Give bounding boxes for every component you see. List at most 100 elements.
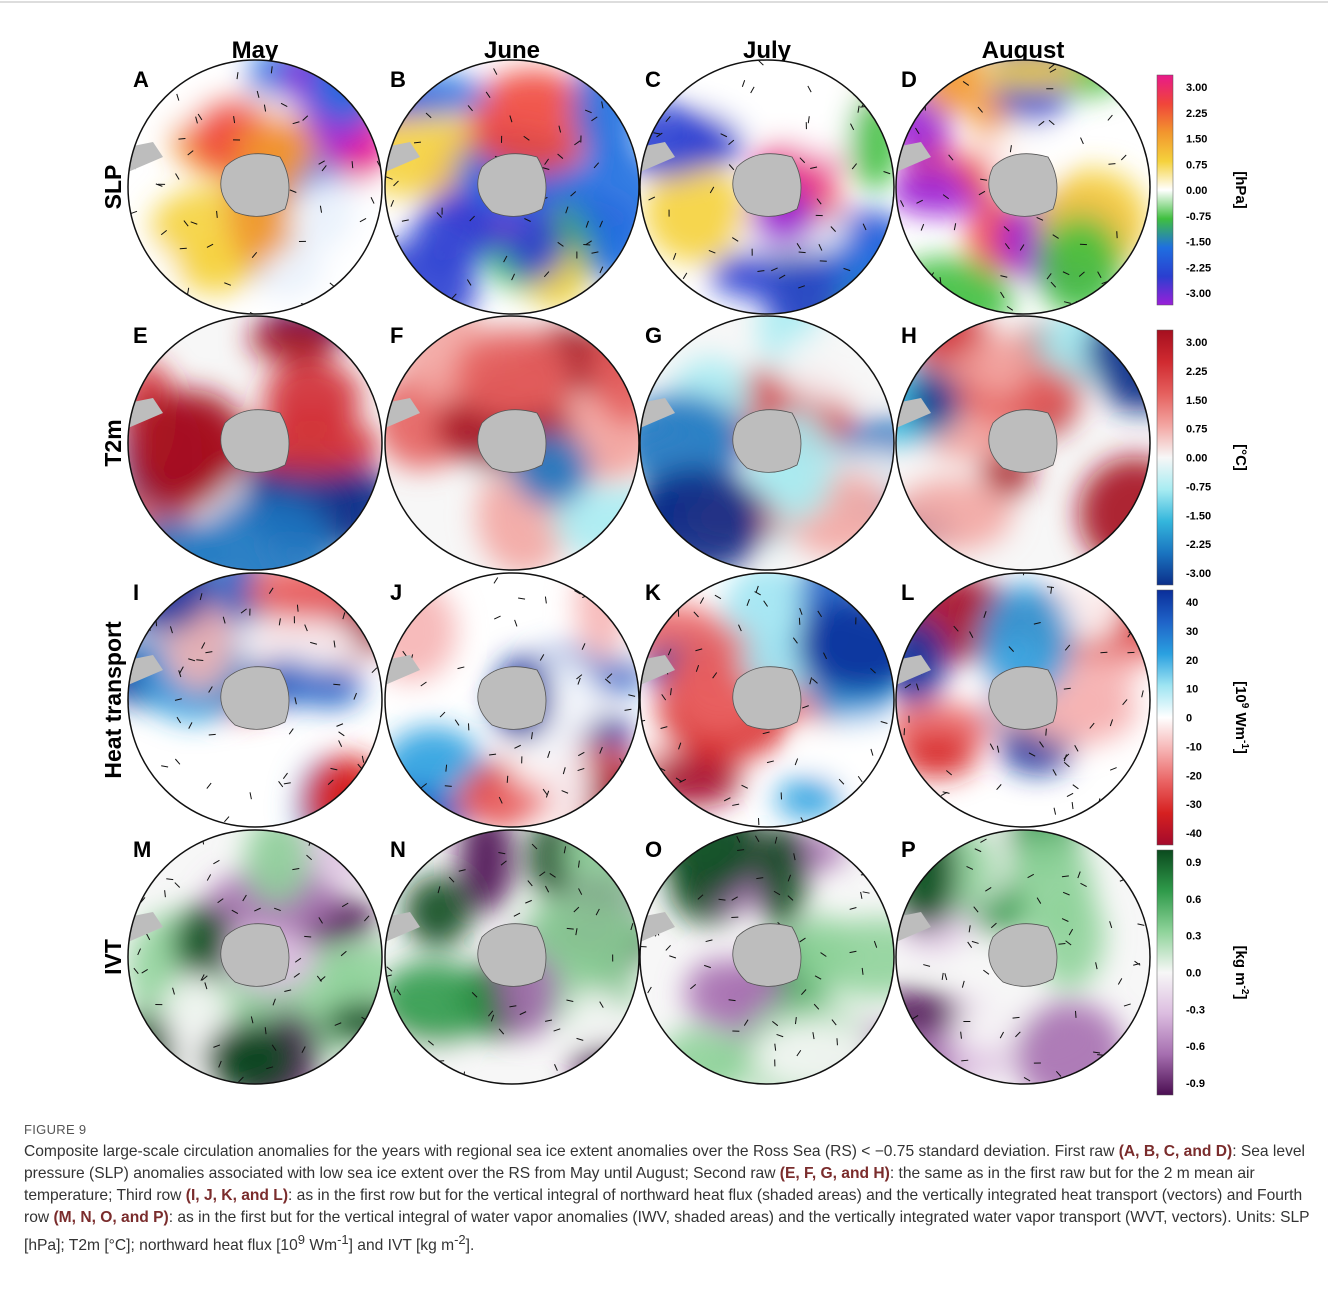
- vector: [697, 894, 704, 900]
- vector: [642, 309, 650, 312]
- vector: [887, 897, 894, 903]
- vector: [961, 1059, 969, 1062]
- vector: [296, 604, 299, 612]
- colorbar-unit-run: [°C]: [1232, 444, 1249, 471]
- vector: [338, 740, 343, 747]
- shade-blob: [1001, 835, 1094, 940]
- panel-letter: F: [390, 323, 403, 348]
- shade-blob: [896, 990, 961, 1036]
- vector: [1118, 839, 1126, 844]
- vector: [273, 907, 281, 912]
- vector: [531, 732, 533, 740]
- vector: [376, 787, 381, 795]
- vector: [206, 874, 212, 881]
- vector: [1148, 623, 1150, 629]
- shade-blob: [467, 69, 599, 176]
- vector: [169, 626, 173, 634]
- vector: [1063, 754, 1067, 762]
- vector: [251, 251, 258, 258]
- vector: [916, 683, 919, 691]
- vector: [143, 111, 147, 119]
- land: [385, 142, 420, 172]
- vector: [899, 1029, 906, 1035]
- vector: [665, 115, 671, 122]
- colorbar-tick-label: -2.25: [1186, 539, 1211, 551]
- panel-letter: P: [901, 837, 916, 862]
- vector: [263, 104, 267, 112]
- vector: [266, 1066, 274, 1070]
- vector: [1008, 646, 1015, 652]
- vector: [1140, 266, 1148, 269]
- vector: [204, 982, 208, 990]
- vector: [1141, 690, 1144, 698]
- vector: [599, 220, 603, 228]
- vector: [1019, 244, 1025, 251]
- vector: [1055, 1070, 1062, 1077]
- colorbar-tick-label: 1.50: [1186, 134, 1207, 146]
- vector: [355, 69, 362, 76]
- shade-blob: [775, 777, 842, 821]
- vector: [514, 744, 521, 749]
- colorbar-tick-label: 0.00: [1186, 185, 1207, 197]
- vector: [187, 287, 190, 295]
- vector: [178, 670, 182, 678]
- colorbar: [1156, 74, 1174, 306]
- vector: [811, 678, 818, 684]
- land: [640, 398, 675, 428]
- vector: [756, 877, 764, 880]
- vector: [870, 748, 874, 756]
- vector: [542, 167, 550, 170]
- vector: [1063, 301, 1071, 304]
- vector: [763, 600, 768, 607]
- vector: [164, 890, 166, 898]
- vector: [493, 68, 498, 75]
- vector: [915, 127, 920, 135]
- vector: [622, 878, 630, 883]
- vector: [772, 1020, 779, 1027]
- vector: [547, 750, 551, 758]
- vector: [199, 593, 203, 601]
- shade-blob: [789, 915, 854, 988]
- antarctica: [732, 923, 802, 987]
- vector: [620, 1067, 626, 1074]
- vector: [513, 912, 521, 917]
- shade-blob: [1085, 316, 1150, 393]
- vector: [545, 885, 550, 893]
- vector: [148, 87, 155, 92]
- row-label: IVT: [100, 939, 126, 975]
- colorbar: [1156, 849, 1174, 1096]
- vector: [625, 779, 633, 783]
- vector: [976, 1079, 982, 1084]
- vector: [233, 116, 236, 124]
- vector: [627, 73, 634, 79]
- vector: [640, 295, 644, 303]
- shade-blob: [385, 961, 490, 1047]
- vector: [319, 205, 323, 213]
- vector: [544, 158, 550, 165]
- vector: [454, 719, 460, 726]
- land: [128, 655, 163, 685]
- vector: [195, 116, 198, 124]
- shade-blob: [452, 780, 549, 826]
- vector: [442, 73, 450, 77]
- vector: [800, 989, 807, 996]
- vector: [807, 85, 812, 93]
- colorbar-unit-run: [10: [1232, 681, 1249, 703]
- vector: [953, 223, 957, 231]
- panel-letter: C: [645, 67, 661, 92]
- vector: [799, 937, 806, 943]
- vector: [467, 105, 473, 112]
- vector: [489, 753, 497, 756]
- antarctica: [732, 409, 802, 473]
- vector: [656, 132, 663, 138]
- vector: [1028, 752, 1036, 757]
- land: [128, 398, 163, 428]
- vector: [990, 922, 997, 929]
- vector: [1050, 281, 1057, 288]
- vector: [437, 886, 441, 894]
- vector: [980, 838, 987, 843]
- vector: [294, 697, 297, 705]
- vector: [141, 60, 148, 61]
- vector: [1066, 792, 1074, 798]
- vector: [880, 721, 888, 724]
